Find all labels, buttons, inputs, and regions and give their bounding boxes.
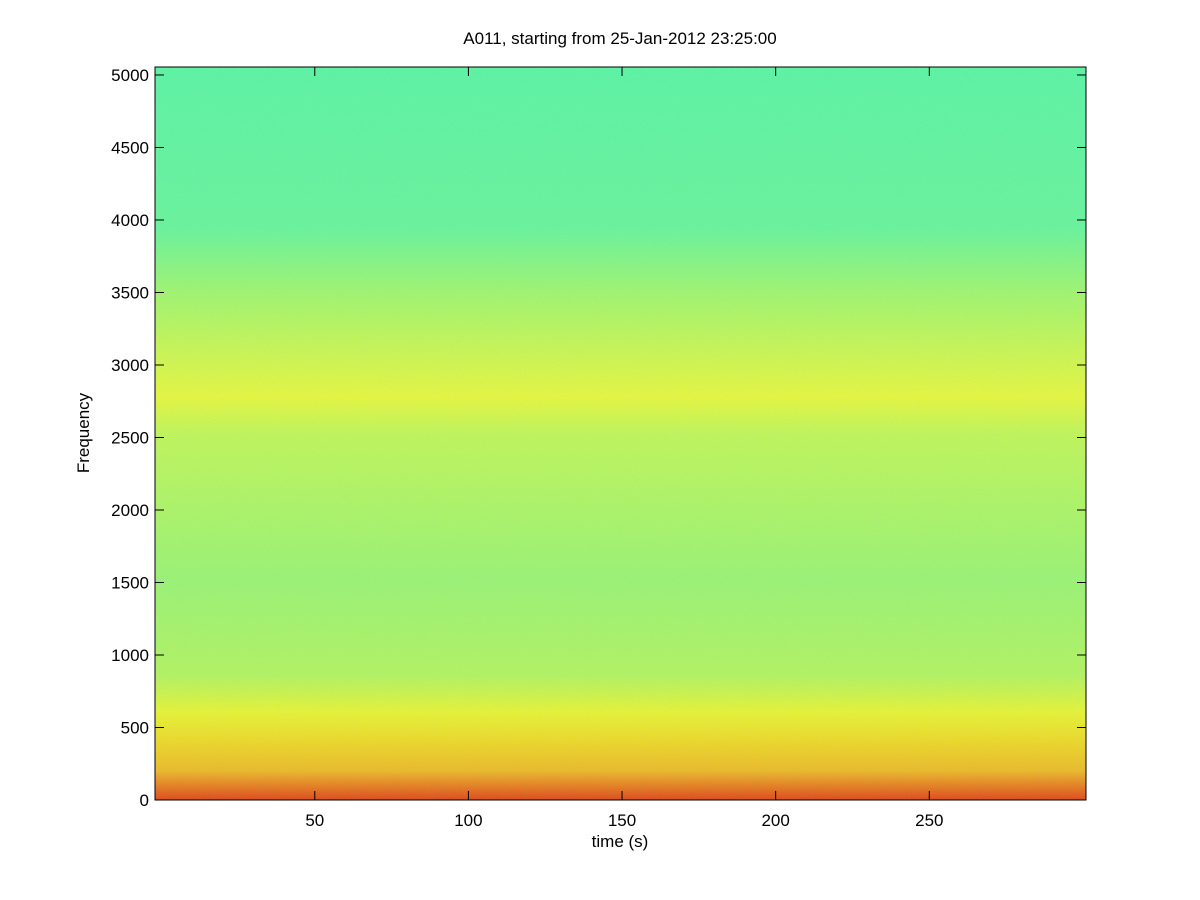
y-tick-label: 4500 — [111, 138, 149, 157]
y-axis-label: Frequency — [74, 392, 93, 473]
x-tick-label: 150 — [608, 811, 636, 830]
y-tick-label: 2500 — [111, 428, 149, 447]
x-tick-label: 100 — [454, 811, 482, 830]
x-tick-label: 250 — [915, 811, 943, 830]
y-tick-label: 0 — [140, 791, 149, 810]
y-tick-label: 5000 — [111, 66, 149, 85]
y-tick-label: 500 — [121, 718, 149, 737]
plot-frame — [154, 66, 1087, 801]
y-tick-label: 1500 — [111, 573, 149, 592]
y-tick-label: 3500 — [111, 283, 149, 302]
y-tick-label: 4000 — [111, 211, 149, 230]
x-axis-label: time (s) — [592, 832, 649, 851]
chart-title: A011, starting from 25-Jan-2012 23:25:00 — [463, 29, 776, 48]
x-tick-label: 200 — [761, 811, 789, 830]
y-tick-label: 3000 — [111, 356, 149, 375]
y-tick-label: 1000 — [111, 646, 149, 665]
x-tick-label: 50 — [305, 811, 324, 830]
y-tick-label: 2000 — [111, 501, 149, 520]
spectrogram-texture — [155, 67, 1086, 800]
